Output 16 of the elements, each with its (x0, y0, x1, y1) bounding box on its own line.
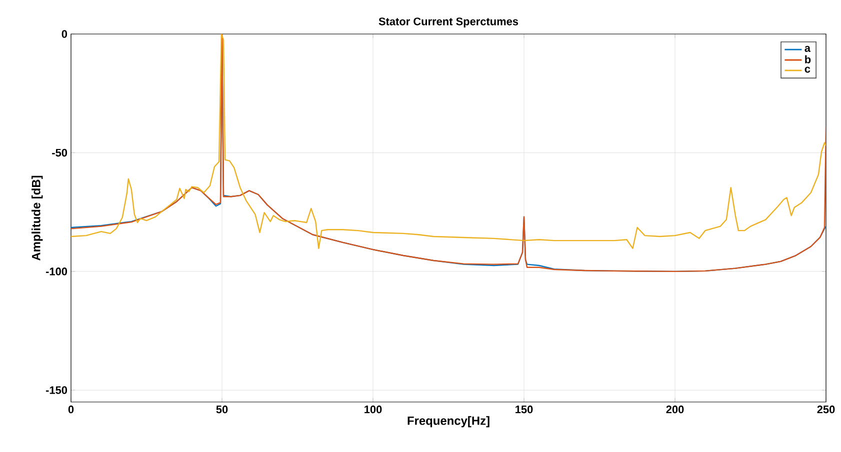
legend-label: a (804, 46, 811, 52)
y-tick-label: -100 (46, 268, 68, 276)
x-tick-label: 50 (216, 406, 228, 414)
y-axis-title: Amplitude [dB] (32, 176, 43, 261)
legend-label: b (805, 55, 811, 64)
x-tick-label: 100 (364, 406, 382, 414)
x-tick-label: 250 (817, 406, 835, 414)
y-tick-label: 0 (62, 30, 68, 38)
legend-label: c (804, 66, 810, 73)
x-tick-label: 150 (516, 406, 533, 414)
x-tick-label: 0 (68, 406, 74, 414)
x-axis-title: Frequency[Hz] (408, 416, 490, 428)
y-tick-label: -50 (52, 148, 68, 157)
x-tick-label: 200 (666, 406, 684, 414)
y-tick-label: -150 (46, 386, 68, 394)
chart-title: Stator Current Sperctumes (378, 18, 518, 28)
